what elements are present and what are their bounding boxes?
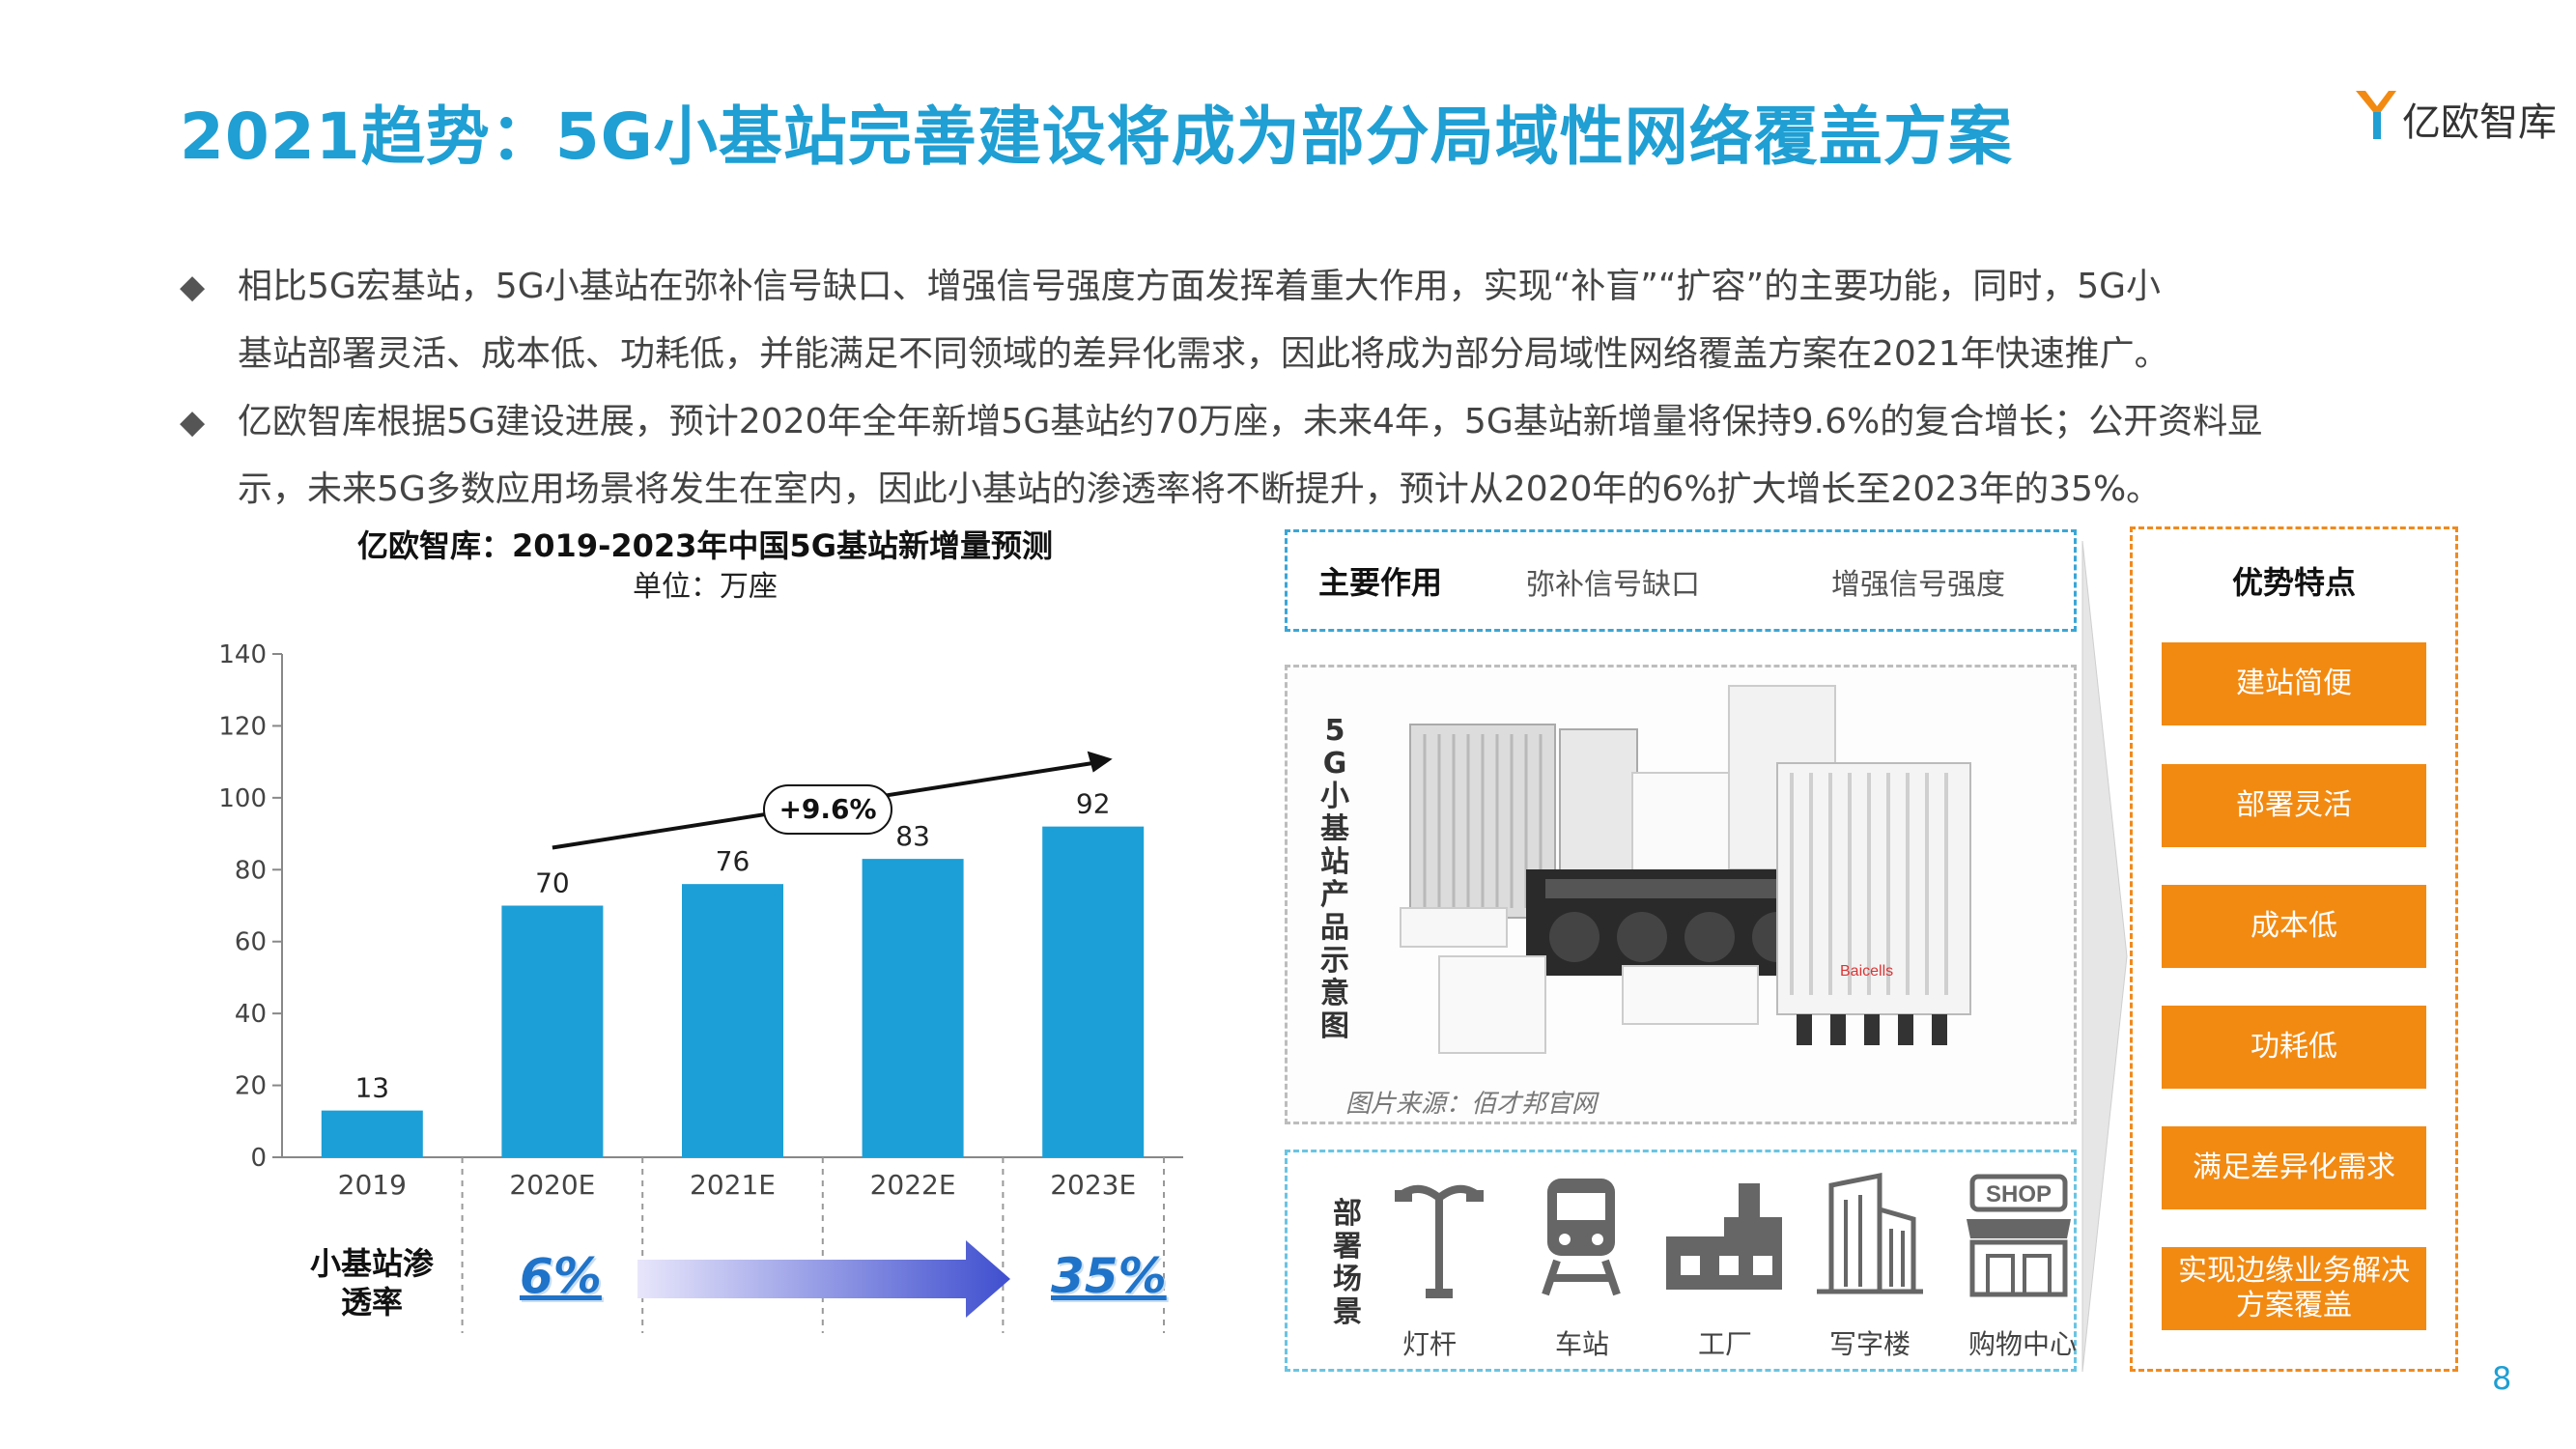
diamond-icon: ◆ [180, 403, 206, 441]
outdoor-unit-white: Baicells [1776, 762, 1971, 1045]
product-label-char: 意 [1320, 977, 1349, 1010]
growth-annotation: +9.6% [763, 784, 892, 835]
y-tick-label: 60 [235, 928, 267, 957]
bullet-2-line-1: 亿欧智库根据5G建设进展，预计2020年全年新增5G基站约70万座，未来4年，5… [238, 402, 2263, 441]
chart-subtitle: 单位：万座 [633, 570, 778, 604]
penetration-start-value: 6% [520, 1248, 602, 1304]
advantage-low-power: 功耗低 [2162, 1006, 2426, 1089]
y-tick-label: 80 [235, 856, 267, 885]
image-source-caption: 图片来源：佰才邦官网 [1345, 1090, 1598, 1119]
router-unit [1400, 907, 1508, 948]
scenes-vertical-label: 部 署 场 景 [1328, 1198, 1367, 1329]
scenes-label-char: 场 [1333, 1263, 1362, 1296]
advantages-title: 优势特点 [2231, 564, 2356, 601]
y-tick-label: 40 [235, 1000, 267, 1029]
bar [321, 1110, 423, 1157]
street-lamp-icon [1395, 1184, 1484, 1298]
penetration-end-value: 35% [1051, 1248, 1167, 1304]
bar [501, 905, 604, 1157]
scene-label-factory: 工厂 [1697, 1328, 1752, 1360]
y-tick-label: 100 [218, 784, 267, 813]
advantage-low-cost: 成本低 [2162, 885, 2426, 968]
scenes-label-char: 景 [1333, 1295, 1362, 1329]
x-tick-label: 2019 [338, 1169, 407, 1201]
chart-title: 亿欧智库：2019-2023年中国5G基站新增量预测 [357, 527, 1053, 564]
x-tick-label: 2020E [509, 1169, 595, 1201]
main-role-box [1285, 529, 2077, 632]
y-tick-label: 0 [250, 1144, 267, 1173]
bullet-1-line-1: 相比5G宏基站，5G小基站在弥补信号缺口、增强信号强度方面发挥着重大作用，实现“… [238, 267, 2162, 306]
logo: 亿欧智库 [2352, 85, 2560, 145]
x-tick-label: 2021E [690, 1169, 776, 1201]
advantage-easy-build: 建站简便 [2162, 642, 2426, 725]
product-label-char: G [1322, 747, 1347, 781]
bar [862, 859, 964, 1157]
brand-label: Baicells [1840, 963, 1893, 980]
rack-unit [1526, 869, 1816, 976]
bar-value-label: 92 [1076, 788, 1111, 820]
bar [682, 884, 783, 1157]
product-vertical-label: 5 G 小 基 站 产 品 示 意 图 [1316, 715, 1354, 1043]
bar-value-label: 76 [716, 845, 750, 877]
bar-value-label: 70 [535, 867, 570, 899]
product-label-char: 示 [1320, 944, 1349, 978]
small-cell-products-illustration: Baicells [1400, 685, 1971, 1054]
bullet-paragraph-2: ◆ 亿欧智库根据5G建设进展，预计2020年全年新增5G基站约70万座，未来4年… [180, 388, 2420, 524]
product-label-char: 产 [1320, 878, 1349, 912]
indoor-box [1631, 772, 1730, 880]
main-role-title: 主要作用 [1318, 564, 1443, 601]
shopping-mall-icon: SHOP [1967, 1174, 2071, 1297]
scenes-label-char: 署 [1333, 1230, 1362, 1264]
role-item-fill-gap: 弥补信号缺口 [1526, 568, 1700, 602]
scene-label-office: 写字楼 [1828, 1328, 1911, 1360]
growth-arrowhead [1087, 751, 1113, 773]
advantages-box [2130, 526, 2458, 1372]
product-label-char: 品 [1320, 911, 1349, 945]
bar-value-label: 83 [895, 820, 930, 852]
advantage-edge-solution: 实现边缘业务解决方案覆盖 [2162, 1247, 2426, 1330]
penetration-label-line-1: 小基站渗 [309, 1245, 434, 1282]
logo-icon [2356, 91, 2396, 139]
shop-sign-text: SHOP [1986, 1181, 2052, 1208]
product-label-char: 5 [1324, 714, 1345, 748]
advantage-flexible-deploy: 部署灵活 [2162, 764, 2426, 847]
penetration-label-line-2: 透率 [340, 1284, 403, 1321]
indoor-cube [1438, 955, 1546, 1054]
penetration-label: 小基站渗 透率 [299, 1244, 444, 1321]
deployment-scenes-box [1285, 1150, 2077, 1372]
bar-value-label: 13 [354, 1072, 389, 1104]
scene-label-lamp: 灯杆 [1401, 1328, 1457, 1360]
bullet-1-line-2: 基站部署灵活、成本低、功耗低，并能满足不同领域的差异化需求，因此将成为部分局域性… [238, 334, 2169, 374]
scenes-label-char: 部 [1333, 1197, 1362, 1231]
product-label-char: 站 [1320, 845, 1349, 879]
product-label-char: 基 [1320, 812, 1349, 846]
y-tick-label: 140 [218, 640, 267, 669]
bullet-paragraph-1: ◆ 相比5G宏基站，5G小基站在弥补信号缺口、增强信号强度方面发挥着重大作用，实… [180, 253, 2420, 388]
office-building-icon [1817, 1172, 1923, 1294]
y-tick-label: 20 [235, 1072, 267, 1101]
bar [1042, 826, 1145, 1157]
scene-label-station: 车站 [1554, 1328, 1609, 1360]
flat-unit [1622, 965, 1759, 1025]
bullet-2-line-2: 示，未来5G多数应用场景将发生在室内，因此小基站的渗透率将不断提升，预计从202… [238, 469, 2162, 509]
product-label-char: 小 [1320, 780, 1349, 813]
scene-label-mall: 购物中心 [1967, 1328, 2077, 1360]
x-tick-label: 2022E [870, 1169, 956, 1201]
role-item-boost-signal: 增强信号强度 [1831, 568, 2005, 602]
page-title: 2021趋势：5G小基站完善建设将成为部分局域性网络覆盖方案 [180, 99, 2013, 174]
x-tick-label: 2023E [1050, 1169, 1136, 1201]
train-icon [1542, 1179, 1621, 1296]
chevron-right-icon [2081, 541, 2128, 1372]
penetration-arrow [637, 1240, 1010, 1318]
product-label-char: 图 [1320, 1009, 1349, 1043]
advantage-differentiated-needs: 满足差异化需求 [2162, 1126, 2426, 1209]
page-number: 8 [2492, 1360, 2512, 1397]
factory-icon [1666, 1183, 1782, 1290]
y-tick-label: 120 [218, 712, 267, 741]
logo-text: 亿欧智库 [2402, 100, 2557, 145]
bar-chart: 0 20 40 60 80 100 120 140 13 2019 70 2020E 76 2021E 83… [218, 640, 1183, 1333]
diamond-icon: ◆ [180, 268, 206, 306]
